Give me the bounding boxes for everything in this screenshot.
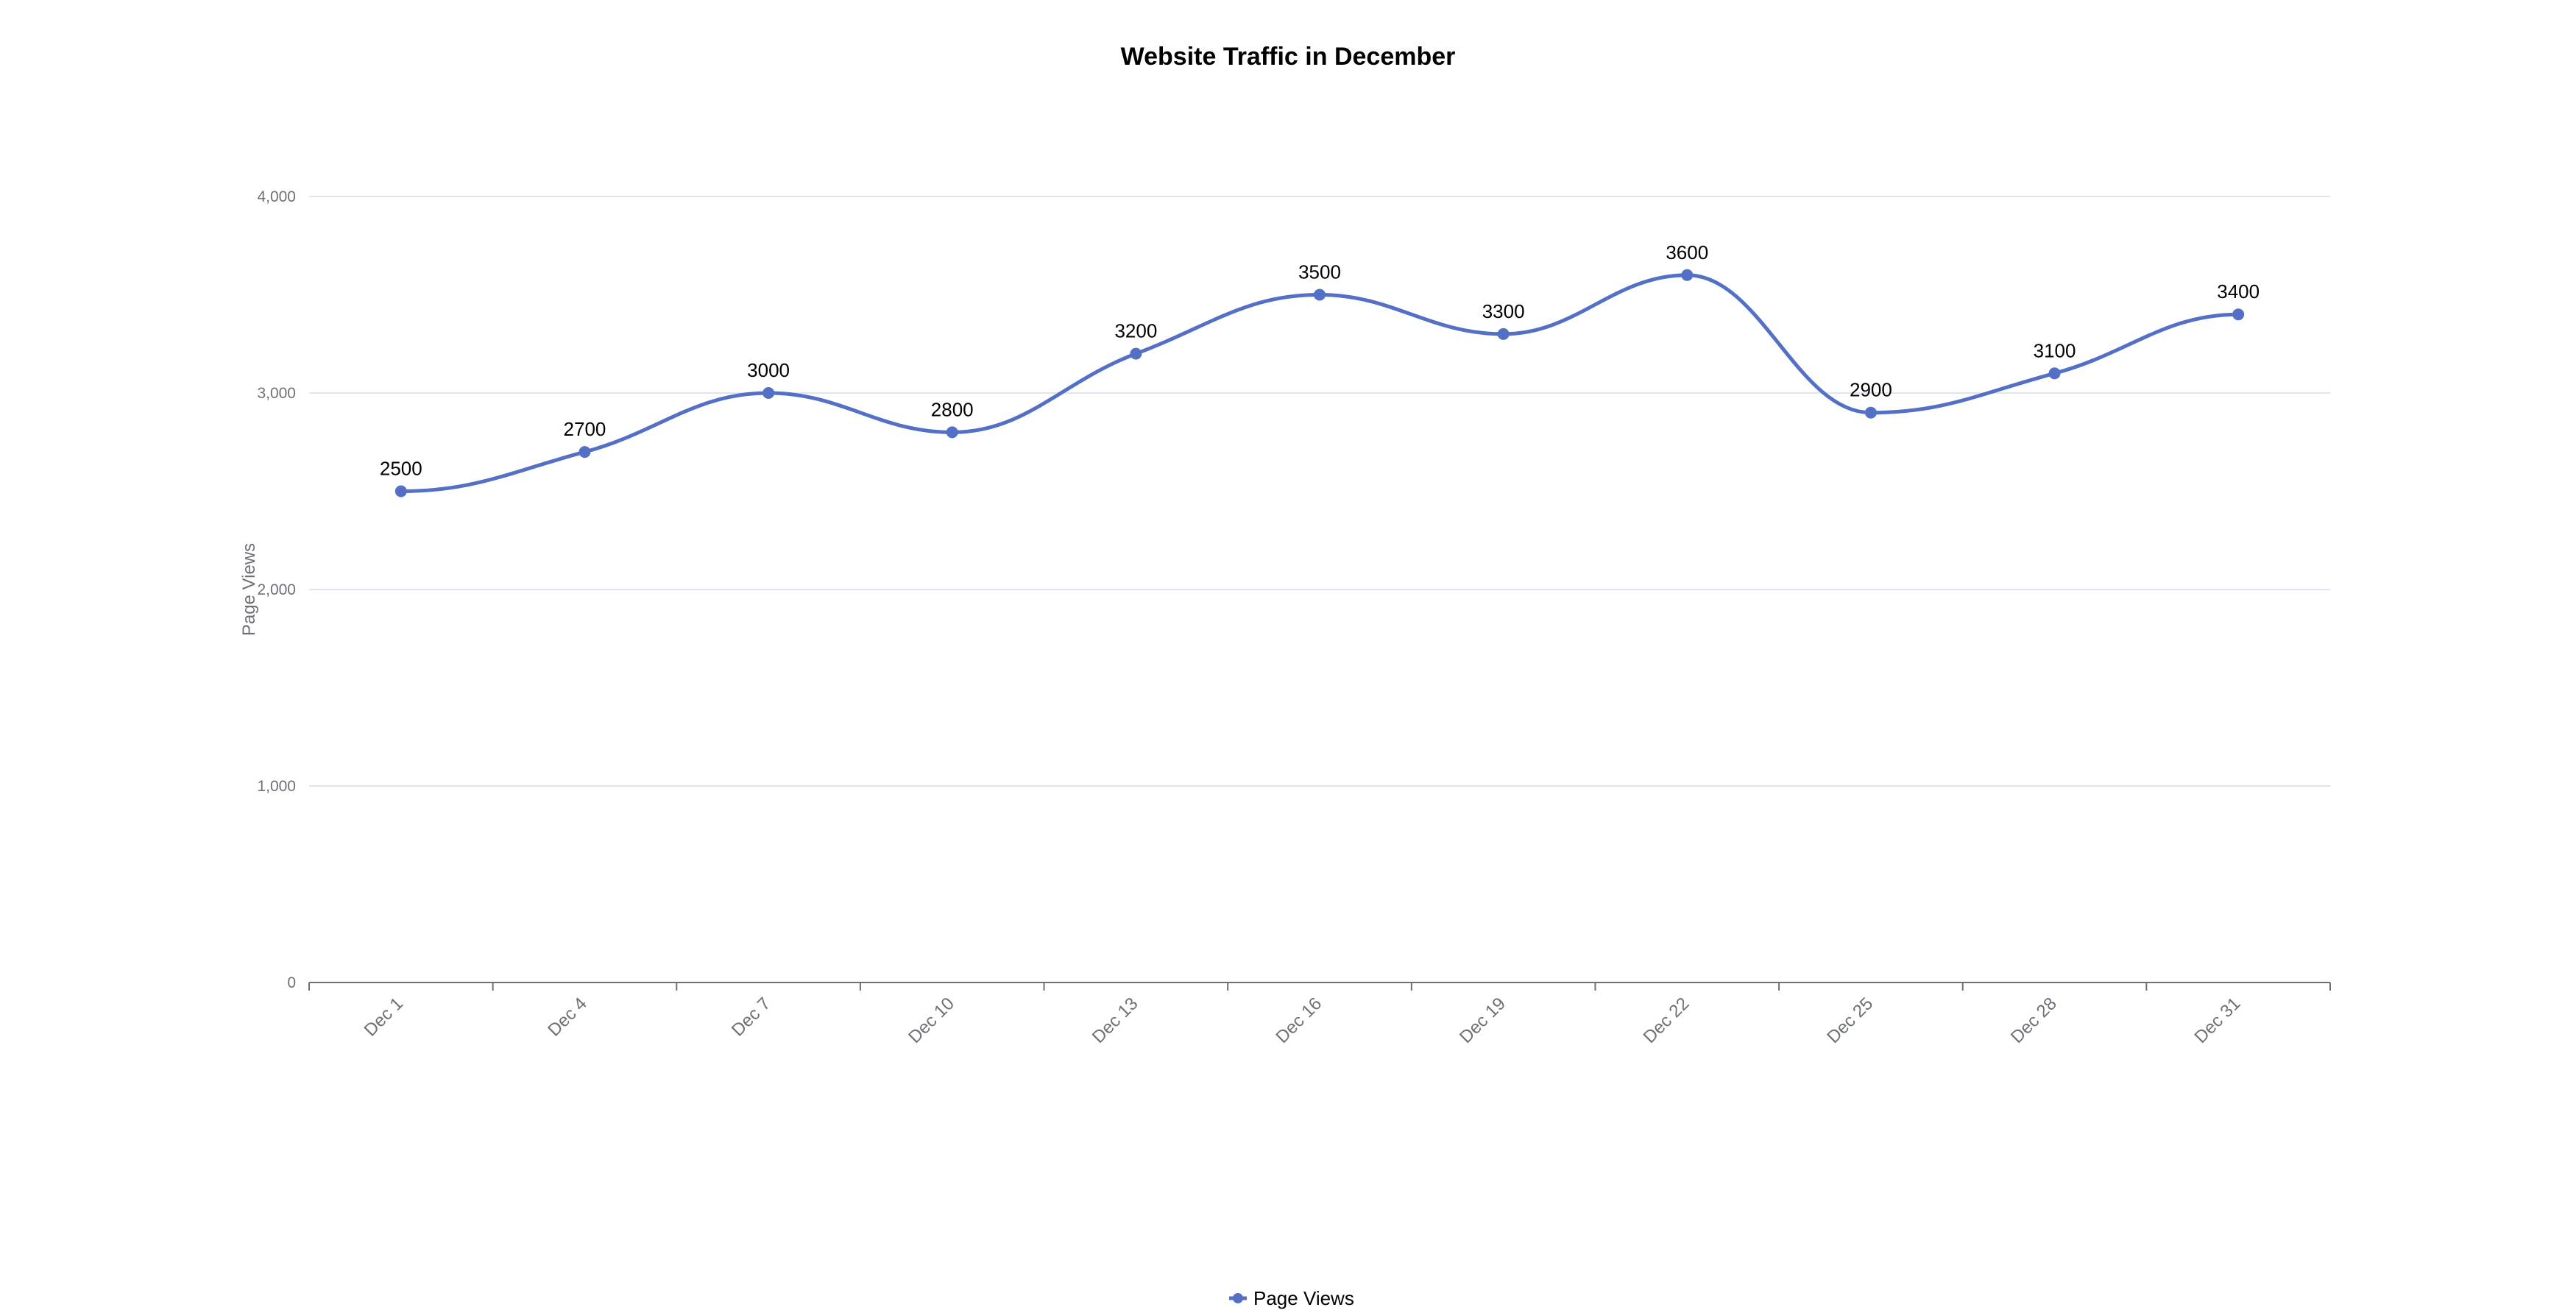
data-point[interactable] [1130,347,1142,360]
data-label: 3600 [1666,241,1708,263]
data-point[interactable] [578,446,591,458]
data-point[interactable] [762,387,775,399]
y-tick-label: 2,000 [257,581,296,598]
x-tick-label: Dec 22 [1640,994,1694,1047]
series-line [400,273,2239,493]
y-tick-label: 3,000 [257,385,296,402]
x-tick-label: Dec 28 [2007,994,2061,1047]
legend-label[interactable]: Page Views [1253,1287,1354,1309]
data-label: 3300 [1482,300,1525,322]
data-point[interactable] [1681,269,1694,281]
data-label: 3000 [747,359,790,381]
x-tick-label: Dec 1 [361,994,407,1040]
data-label: 2900 [1850,379,1892,401]
data-point[interactable] [394,485,407,498]
data-label: 2500 [380,458,422,480]
data-point[interactable] [1314,288,1326,301]
data-label: 2700 [564,418,606,440]
x-tick-label: Dec 31 [2191,994,2245,1047]
data-label: 2800 [931,398,974,420]
x-tick-label: Dec 7 [728,994,774,1040]
data-label: 3500 [1298,261,1341,283]
y-tick-label: 4,000 [257,188,296,205]
legend-marker-icon [1233,1293,1243,1303]
data-point[interactable] [1497,328,1510,340]
chart-title: Website Traffic in December [1121,43,1456,71]
y-tick-label: 0 [287,974,296,991]
data-point[interactable] [2048,367,2061,380]
x-tick-label: Dec 13 [1089,994,1142,1047]
data-label: 3400 [2217,280,2260,302]
x-tick-label: Dec 4 [544,994,590,1040]
data-point[interactable] [1864,406,1877,419]
data-point[interactable] [946,426,958,439]
y-tick-label: 1,000 [257,778,296,795]
x-tick-label: Dec 16 [1272,994,1326,1047]
x-tick-label: Dec 10 [905,994,958,1047]
x-tick-label: Dec 19 [1456,994,1510,1047]
data-label: 3100 [2034,339,2076,361]
x-tick-label: Dec 25 [1823,994,1877,1047]
data-point[interactable] [2232,308,2245,321]
y-axis-label: Page Views [239,543,259,636]
legend[interactable]: Page Views [1229,1287,1354,1309]
data-label: 3200 [1114,320,1157,342]
